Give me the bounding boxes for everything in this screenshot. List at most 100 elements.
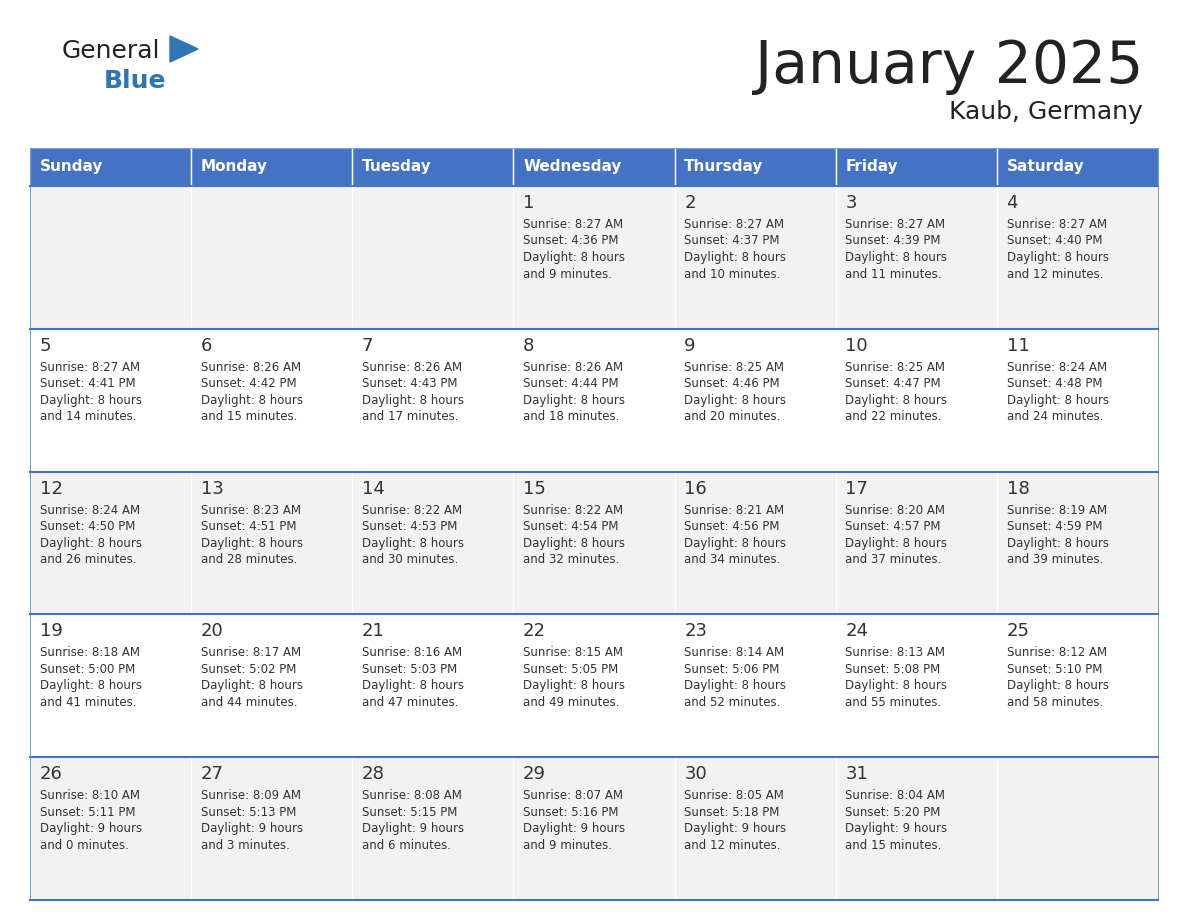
Bar: [353, 757, 513, 900]
Bar: [513, 148, 675, 186]
Text: 13: 13: [201, 479, 223, 498]
Bar: [997, 148, 1158, 186]
Text: 16: 16: [684, 479, 707, 498]
Text: 11: 11: [1006, 337, 1029, 354]
Text: and 15 minutes.: and 15 minutes.: [201, 410, 297, 423]
Text: 28: 28: [362, 766, 385, 783]
Text: Sunset: 4:40 PM: Sunset: 4:40 PM: [1006, 234, 1102, 248]
Text: Daylight: 8 hours: Daylight: 8 hours: [1006, 394, 1108, 407]
Bar: [30, 614, 191, 757]
Text: 24: 24: [846, 622, 868, 641]
Text: and 9 minutes.: and 9 minutes.: [523, 267, 612, 281]
Text: 3: 3: [846, 194, 857, 212]
Bar: [835, 148, 997, 186]
Text: Blue: Blue: [105, 69, 166, 93]
Bar: [30, 148, 191, 186]
Text: Daylight: 9 hours: Daylight: 9 hours: [39, 823, 141, 835]
Text: and 24 minutes.: and 24 minutes.: [1006, 410, 1102, 423]
Text: Daylight: 8 hours: Daylight: 8 hours: [1006, 679, 1108, 692]
Bar: [353, 614, 513, 757]
Text: Tuesday: Tuesday: [362, 160, 431, 174]
Text: Sunrise: 8:15 AM: Sunrise: 8:15 AM: [523, 646, 623, 659]
Text: Sunrise: 8:23 AM: Sunrise: 8:23 AM: [201, 504, 301, 517]
Text: Sunset: 5:06 PM: Sunset: 5:06 PM: [684, 663, 779, 676]
Text: Daylight: 8 hours: Daylight: 8 hours: [523, 394, 625, 407]
Text: and 32 minutes.: and 32 minutes.: [523, 554, 619, 566]
Text: Sunrise: 8:25 AM: Sunrise: 8:25 AM: [684, 361, 784, 374]
Text: 9: 9: [684, 337, 696, 354]
Text: Sunrise: 8:26 AM: Sunrise: 8:26 AM: [201, 361, 301, 374]
Text: Daylight: 8 hours: Daylight: 8 hours: [523, 537, 625, 550]
Text: Daylight: 8 hours: Daylight: 8 hours: [362, 679, 465, 692]
Text: Daylight: 9 hours: Daylight: 9 hours: [846, 823, 948, 835]
Text: 15: 15: [523, 479, 546, 498]
Text: 18: 18: [1006, 479, 1029, 498]
Text: and 26 minutes.: and 26 minutes.: [39, 554, 137, 566]
Text: Sunset: 4:36 PM: Sunset: 4:36 PM: [523, 234, 619, 248]
Text: 19: 19: [39, 622, 63, 641]
Text: Sunrise: 8:24 AM: Sunrise: 8:24 AM: [1006, 361, 1107, 374]
Text: 21: 21: [362, 622, 385, 641]
Bar: [835, 186, 997, 329]
Text: Sunrise: 8:25 AM: Sunrise: 8:25 AM: [846, 361, 946, 374]
Text: Sunset: 4:41 PM: Sunset: 4:41 PM: [39, 377, 135, 390]
Text: 8: 8: [523, 337, 535, 354]
Text: Sunset: 4:44 PM: Sunset: 4:44 PM: [523, 377, 619, 390]
Text: Sunset: 4:54 PM: Sunset: 4:54 PM: [523, 521, 619, 533]
Bar: [997, 186, 1158, 329]
Bar: [675, 614, 835, 757]
Bar: [191, 757, 353, 900]
Text: 1: 1: [523, 194, 535, 212]
Bar: [191, 186, 353, 329]
Bar: [353, 148, 513, 186]
Text: 25: 25: [1006, 622, 1030, 641]
Text: and 12 minutes.: and 12 minutes.: [1006, 267, 1102, 281]
Polygon shape: [170, 36, 198, 62]
Text: and 30 minutes.: and 30 minutes.: [362, 554, 459, 566]
Text: Sunset: 4:50 PM: Sunset: 4:50 PM: [39, 521, 135, 533]
Text: Sunrise: 8:18 AM: Sunrise: 8:18 AM: [39, 646, 140, 659]
Bar: [835, 329, 997, 472]
Text: Daylight: 8 hours: Daylight: 8 hours: [1006, 537, 1108, 550]
Text: and 15 minutes.: and 15 minutes.: [846, 839, 942, 852]
Text: 29: 29: [523, 766, 546, 783]
Bar: [835, 614, 997, 757]
Text: Sunrise: 8:05 AM: Sunrise: 8:05 AM: [684, 789, 784, 802]
Text: Sunrise: 8:24 AM: Sunrise: 8:24 AM: [39, 504, 140, 517]
Text: Sunset: 5:05 PM: Sunset: 5:05 PM: [523, 663, 618, 676]
Text: Sunrise: 8:19 AM: Sunrise: 8:19 AM: [1006, 504, 1107, 517]
Text: 31: 31: [846, 766, 868, 783]
Text: Sunrise: 8:13 AM: Sunrise: 8:13 AM: [846, 646, 946, 659]
Text: Sunrise: 8:04 AM: Sunrise: 8:04 AM: [846, 789, 946, 802]
Bar: [191, 329, 353, 472]
Text: Daylight: 8 hours: Daylight: 8 hours: [684, 679, 786, 692]
Text: Sunday: Sunday: [39, 160, 103, 174]
Text: Sunrise: 8:27 AM: Sunrise: 8:27 AM: [846, 218, 946, 231]
Text: Daylight: 8 hours: Daylight: 8 hours: [523, 251, 625, 264]
Text: Sunrise: 8:22 AM: Sunrise: 8:22 AM: [523, 504, 624, 517]
Text: and 9 minutes.: and 9 minutes.: [523, 839, 612, 852]
Text: Sunrise: 8:26 AM: Sunrise: 8:26 AM: [523, 361, 624, 374]
Text: Daylight: 9 hours: Daylight: 9 hours: [523, 823, 625, 835]
Text: and 34 minutes.: and 34 minutes.: [684, 554, 781, 566]
Text: Daylight: 8 hours: Daylight: 8 hours: [523, 679, 625, 692]
Text: January 2025: January 2025: [754, 38, 1143, 95]
Text: Daylight: 8 hours: Daylight: 8 hours: [362, 537, 465, 550]
Bar: [30, 472, 191, 614]
Text: Sunset: 5:20 PM: Sunset: 5:20 PM: [846, 806, 941, 819]
Text: Daylight: 9 hours: Daylight: 9 hours: [362, 823, 465, 835]
Text: and 37 minutes.: and 37 minutes.: [846, 554, 942, 566]
Text: Daylight: 9 hours: Daylight: 9 hours: [201, 823, 303, 835]
Text: Daylight: 8 hours: Daylight: 8 hours: [684, 394, 786, 407]
Text: and 49 minutes.: and 49 minutes.: [523, 696, 620, 709]
Text: Sunrise: 8:21 AM: Sunrise: 8:21 AM: [684, 504, 784, 517]
Text: Sunrise: 8:16 AM: Sunrise: 8:16 AM: [362, 646, 462, 659]
Text: Sunset: 4:42 PM: Sunset: 4:42 PM: [201, 377, 297, 390]
Text: 30: 30: [684, 766, 707, 783]
Bar: [353, 472, 513, 614]
Text: 26: 26: [39, 766, 63, 783]
Text: Sunset: 4:46 PM: Sunset: 4:46 PM: [684, 377, 779, 390]
Text: Sunset: 5:00 PM: Sunset: 5:00 PM: [39, 663, 135, 676]
Text: Sunset: 5:13 PM: Sunset: 5:13 PM: [201, 806, 296, 819]
Text: Sunrise: 8:17 AM: Sunrise: 8:17 AM: [201, 646, 301, 659]
